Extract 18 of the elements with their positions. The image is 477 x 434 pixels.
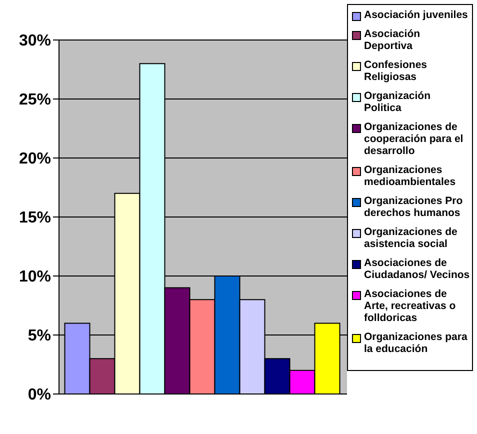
legend-label: Organización Politica — [364, 90, 432, 114]
legend-label: Asociaciones de Ciudadanos/ Vecinos — [364, 257, 470, 281]
y-tick-label: 15% — [18, 210, 51, 227]
legend-label: Organizaciones de cooperación para el desarrollo — [364, 121, 464, 157]
legend-label: Asociación Deportiva — [364, 28, 422, 52]
legend-label: Asociaciones de Arte, recreativas o folldoricas — [364, 288, 457, 324]
y-tick-label: 25% — [18, 92, 51, 109]
y-tick-label: 5% — [28, 328, 51, 345]
y-tick-label: 0% — [28, 386, 51, 404]
legend-label: Organizaciones para la educación — [364, 331, 468, 355]
legend-label: Organizaciones Pro derechos humanos — [364, 195, 464, 219]
y-tick-label: 20% — [18, 150, 51, 168]
legend-label: Organizaciones medioambientales — [364, 164, 457, 188]
legend-label: Confesiones Religiosas — [364, 59, 428, 83]
y-tick-label: 10% — [18, 268, 51, 286]
legend-label: Asociación juveniles — [364, 9, 468, 21]
legend-label: Organizaciones de asistencia social — [364, 226, 458, 250]
y-tick-label: 30% — [18, 32, 51, 50]
